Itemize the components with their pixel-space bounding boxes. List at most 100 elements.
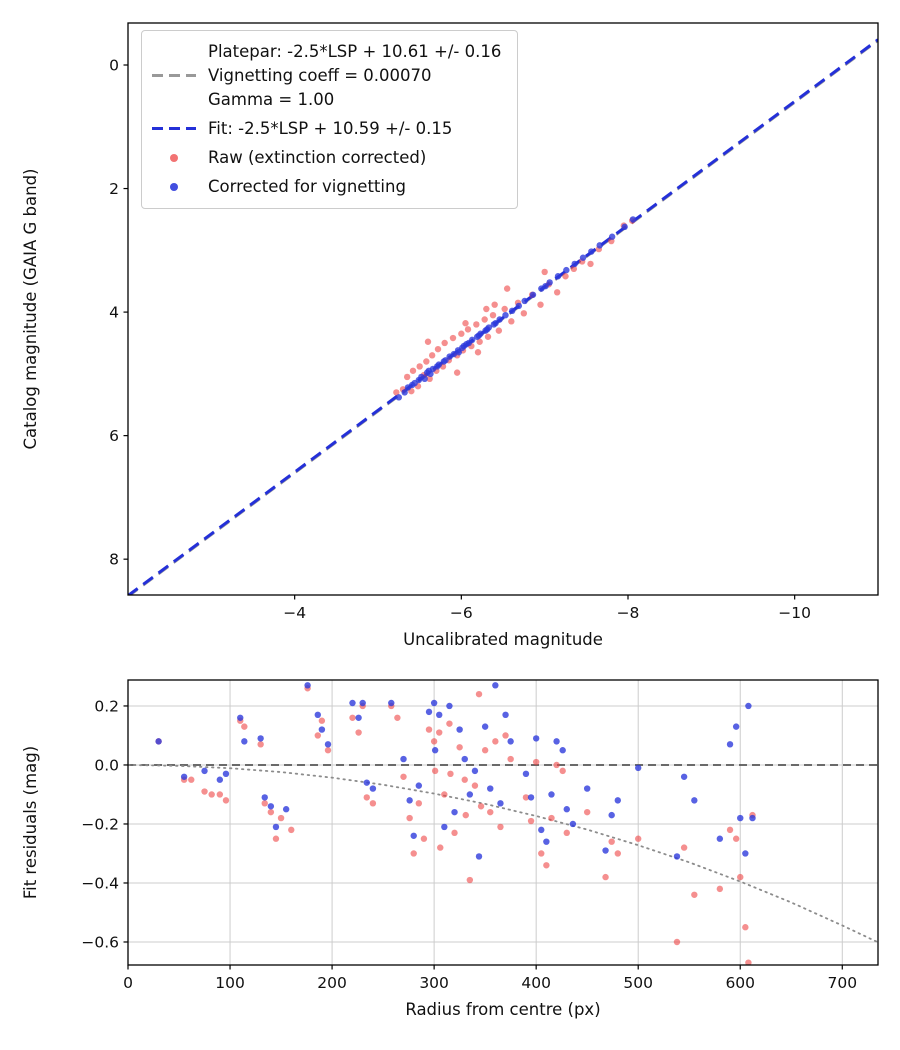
scatter-point — [437, 844, 444, 851]
corrected-marker-swatch — [152, 182, 196, 191]
scatter-point — [466, 791, 474, 798]
scatter-point — [415, 800, 423, 807]
x-tick-label: 600 — [725, 974, 755, 992]
scatter-point — [241, 723, 248, 730]
scatter-point — [456, 726, 463, 733]
scatter-point — [318, 717, 326, 724]
scatter-point — [481, 747, 489, 754]
legend-item-platepar: Platepar: -2.5*LSP + 10.61 +/- 0.16 Vign… — [152, 40, 501, 112]
scatter-point — [742, 850, 749, 857]
scatter-point — [562, 273, 569, 280]
scatter-point — [363, 779, 370, 786]
scatter-point — [318, 726, 326, 733]
scatter-point — [464, 326, 472, 333]
fit-residuals-plot: 0 100 200 300 400 500 600 700 0.2 0.0 −0.2 −0.4 −0.6… — [21, 679, 879, 1019]
scatter-point — [483, 326, 491, 333]
scatter-point — [471, 767, 479, 775]
y-tick-label: 2 — [109, 180, 119, 198]
scatter-point — [527, 817, 535, 825]
scatter-point — [216, 791, 224, 798]
x-tick-label: −4 — [283, 604, 306, 622]
scatter-point — [188, 776, 195, 783]
scatter-point — [458, 330, 465, 337]
scatter-point — [403, 373, 411, 381]
scatter-point — [541, 268, 548, 276]
x-tick-label: 400 — [521, 974, 551, 992]
scatter-point — [434, 345, 442, 353]
scatter-point — [542, 282, 549, 290]
axes-frame — [127, 22, 879, 596]
scatter-point — [201, 767, 208, 775]
x-tick-label: 100 — [215, 974, 245, 992]
magnitude-fit-plot: −4 −6 −8 −10 0 2 4 6 8 Uncalibrated magnitude Cata… — [21, 22, 879, 649]
scatter-point — [691, 797, 698, 804]
scatter-point — [522, 770, 530, 778]
scatter-point — [466, 876, 474, 884]
x-tick-label: 200 — [317, 974, 347, 992]
scatter-point — [449, 334, 457, 342]
scatter-point — [621, 223, 628, 231]
scatter-point — [425, 726, 433, 733]
scatter-point — [441, 339, 448, 347]
scatter-point — [314, 711, 321, 719]
raw-marker-swatch — [152, 153, 196, 162]
scatter-point — [527, 794, 535, 801]
y-tick-label: −0.2 — [81, 815, 119, 833]
y-axis-label: Fit residuals (mag) — [21, 746, 40, 899]
dashed-line-icon — [152, 74, 196, 78]
scatter-point — [563, 806, 570, 813]
scatter-point — [415, 782, 423, 789]
scatter-point — [369, 785, 377, 792]
x-tick-label: 300 — [419, 974, 449, 992]
scatter-point — [538, 850, 545, 857]
series-corrected — [395, 216, 637, 401]
scatter-point — [447, 770, 454, 778]
scatter-point — [507, 755, 514, 763]
legend-item-corrected: Corrected for vignetting — [152, 175, 501, 199]
scatter-point — [487, 785, 494, 792]
scatter-point — [548, 791, 555, 798]
scatter-point — [473, 321, 480, 328]
scatter-point — [272, 823, 280, 831]
scatter-point — [424, 338, 432, 345]
scatter-point — [570, 265, 578, 273]
scatter-point — [608, 838, 615, 845]
scatter-point — [559, 767, 566, 775]
scatter-point — [400, 755, 407, 763]
scatter-point — [737, 814, 744, 822]
scatter-point — [553, 738, 560, 745]
scatter-point — [538, 826, 545, 834]
legend-platepar-line3: Gamma = 1.00 — [208, 89, 335, 109]
scatter-point — [481, 316, 488, 323]
scatter-point — [453, 369, 461, 376]
scatter-point — [180, 773, 188, 780]
scatter-point — [548, 814, 555, 822]
scatter-point — [587, 260, 594, 268]
scatter-point — [349, 714, 356, 721]
scatter-point — [477, 330, 484, 337]
y-tick-label: 0.2 — [94, 697, 119, 715]
scatter-point — [726, 741, 734, 748]
scatter-point — [502, 711, 509, 719]
scatter-point — [267, 808, 275, 816]
y-tick-label: −0.6 — [81, 933, 119, 951]
scatter-point — [394, 714, 401, 721]
scatter-point — [608, 811, 615, 819]
series-corrected — [155, 682, 756, 860]
scatter-point — [532, 735, 540, 742]
x-axis-label: Uncalibrated magnitude — [403, 630, 603, 649]
scatter-point — [749, 814, 756, 822]
scatter-point — [602, 873, 609, 881]
dashed-line-icon — [152, 127, 196, 131]
scatter-point — [474, 349, 482, 356]
scatter-point — [602, 847, 609, 854]
scatter-point — [579, 254, 587, 261]
legend-corrected-text: Corrected for vignetting — [208, 176, 406, 196]
scatter-point — [608, 233, 616, 240]
scatter-point — [426, 375, 433, 383]
scatter-point — [400, 773, 407, 780]
scatter-point — [208, 791, 215, 798]
scatter-point — [483, 305, 490, 313]
scatter-point — [222, 797, 230, 804]
legend-raw-text: Raw (extinction corrected) — [208, 147, 427, 167]
